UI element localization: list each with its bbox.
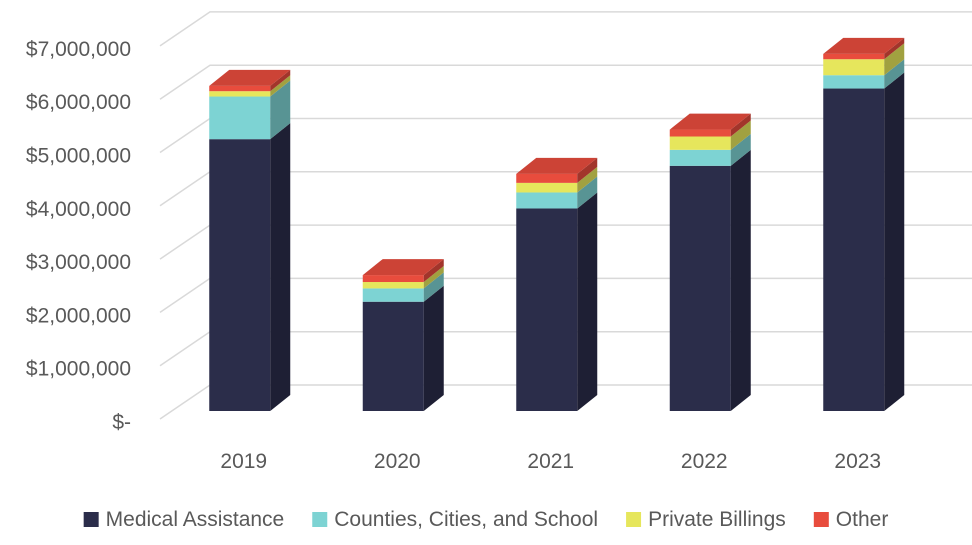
- legend: Medical Assistance Counties, Cities, and …: [83, 508, 889, 531]
- bar-segment-other-2023: [823, 37, 905, 60]
- x-axis-tick-labels: 2019 2020 2021 2022 2023: [220, 450, 881, 473]
- y-tick-label: $4,000,000: [26, 198, 131, 221]
- x-tick-label: 2019: [220, 450, 267, 473]
- bar-segment-private-billings-2021: [516, 166, 598, 193]
- y-tick-label: $3,000,000: [26, 251, 131, 274]
- y-axis-tick-labels: $- $1,000,000 $2,000,000 $3,000,000 $4,000,0…: [26, 38, 131, 434]
- legend-swatch: [312, 512, 328, 527]
- legend-label: Private Billings: [648, 508, 786, 531]
- bar-segment-other-2019: [209, 69, 291, 92]
- x-tick-label: 2020: [374, 450, 421, 473]
- bar-segment-private-billings-2023: [823, 43, 905, 76]
- bar-segment-counties-cities-and-school-2021: [516, 176, 598, 209]
- legend-swatch: [83, 512, 99, 527]
- bar-segment-private-billings-2020: [362, 266, 444, 289]
- x-tick-label: 2023: [834, 450, 881, 473]
- y-tick-label: $1,000,000: [26, 358, 131, 381]
- y-tick-label: $5,000,000: [26, 145, 131, 168]
- legend-label: Counties, Cities, and School: [334, 508, 598, 531]
- legend-item: Medical Assistance: [83, 508, 285, 531]
- legend-item: Private Billings: [626, 508, 786, 531]
- gridline: [159, 11, 972, 47]
- legend-item: Counties, Cities, and School: [312, 508, 598, 531]
- bar-segment-other-2020: [362, 259, 444, 283]
- bars: [209, 37, 905, 412]
- x-tick-label: 2022: [681, 450, 728, 473]
- bar-segment-medical-assistance-2023: [823, 72, 905, 411]
- bar-segment-medical-assistance-2021: [516, 192, 598, 411]
- bar-segment-counties-cities-and-school-2023: [823, 59, 905, 89]
- y-tick-label: $2,000,000: [26, 304, 131, 327]
- bar-segment-medical-assistance-2020: [362, 285, 444, 411]
- legend-label: Medical Assistance: [106, 508, 285, 531]
- bar-segment-medical-assistance-2019: [209, 123, 291, 412]
- bar-segment-counties-cities-and-school-2022: [669, 133, 751, 166]
- y-tick-label: $7,000,000: [26, 38, 131, 61]
- bar-segment-private-billings-2022: [669, 120, 751, 150]
- y-tick-label: $-: [112, 411, 131, 434]
- gridline: [159, 64, 972, 100]
- bar-segment-counties-cities-and-school-2019: [209, 80, 291, 140]
- bar-segment-counties-cities-and-school-2020: [362, 272, 444, 302]
- x-tick-label: 2021: [527, 450, 574, 473]
- bar-segment-other-2022: [669, 113, 751, 137]
- bar-segment-medical-assistance-2022: [669, 149, 751, 411]
- bar-segment-private-billings-2019: [209, 75, 291, 97]
- legend-swatch: [813, 512, 829, 527]
- legend-item: Other: [813, 508, 889, 531]
- bar-segment-other-2021: [516, 157, 598, 183]
- y-tick-label: $6,000,000: [26, 91, 131, 114]
- legend-swatch: [626, 512, 642, 527]
- legend-label: Other: [836, 508, 889, 531]
